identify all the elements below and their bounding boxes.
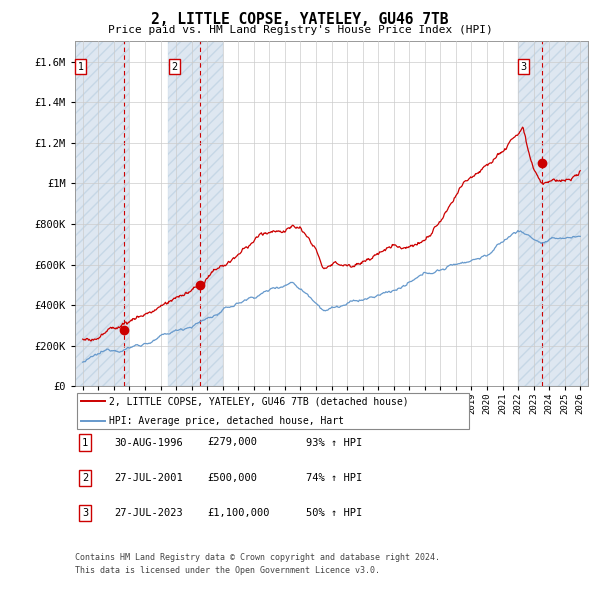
Text: 30-AUG-1996: 30-AUG-1996 bbox=[114, 438, 183, 447]
Text: 2, LITTLE COPSE, YATELEY, GU46 7TB: 2, LITTLE COPSE, YATELEY, GU46 7TB bbox=[151, 12, 449, 27]
Text: £1,100,000: £1,100,000 bbox=[207, 509, 269, 518]
Text: £500,000: £500,000 bbox=[207, 473, 257, 483]
Text: Price paid vs. HM Land Registry's House Price Index (HPI): Price paid vs. HM Land Registry's House … bbox=[107, 25, 493, 35]
Bar bbox=[168, 41, 223, 386]
Text: 74% ↑ HPI: 74% ↑ HPI bbox=[306, 473, 362, 483]
Text: 3: 3 bbox=[82, 509, 88, 518]
Text: £279,000: £279,000 bbox=[207, 438, 257, 447]
Text: 27-JUL-2023: 27-JUL-2023 bbox=[114, 509, 183, 518]
Bar bbox=[75, 41, 130, 386]
Bar bbox=[518, 41, 588, 386]
Text: 2, LITTLE COPSE, YATELEY, GU46 7TB (detached house): 2, LITTLE COPSE, YATELEY, GU46 7TB (deta… bbox=[109, 396, 408, 407]
Text: Contains HM Land Registry data © Crown copyright and database right 2024.: Contains HM Land Registry data © Crown c… bbox=[75, 553, 440, 562]
Text: 2: 2 bbox=[82, 473, 88, 483]
Bar bbox=[168, 41, 223, 386]
Text: 50% ↑ HPI: 50% ↑ HPI bbox=[306, 509, 362, 518]
Text: 2: 2 bbox=[171, 62, 178, 71]
Text: HPI: Average price, detached house, Hart: HPI: Average price, detached house, Hart bbox=[109, 416, 344, 425]
Text: 93% ↑ HPI: 93% ↑ HPI bbox=[306, 438, 362, 447]
Text: 27-JUL-2001: 27-JUL-2001 bbox=[114, 473, 183, 483]
FancyBboxPatch shape bbox=[77, 392, 469, 429]
Text: This data is licensed under the Open Government Licence v3.0.: This data is licensed under the Open Gov… bbox=[75, 566, 380, 575]
Bar bbox=[75, 41, 130, 386]
Bar bbox=[518, 41, 588, 386]
Text: 3: 3 bbox=[520, 62, 526, 71]
Text: 1: 1 bbox=[78, 62, 84, 71]
Text: 1: 1 bbox=[82, 438, 88, 447]
